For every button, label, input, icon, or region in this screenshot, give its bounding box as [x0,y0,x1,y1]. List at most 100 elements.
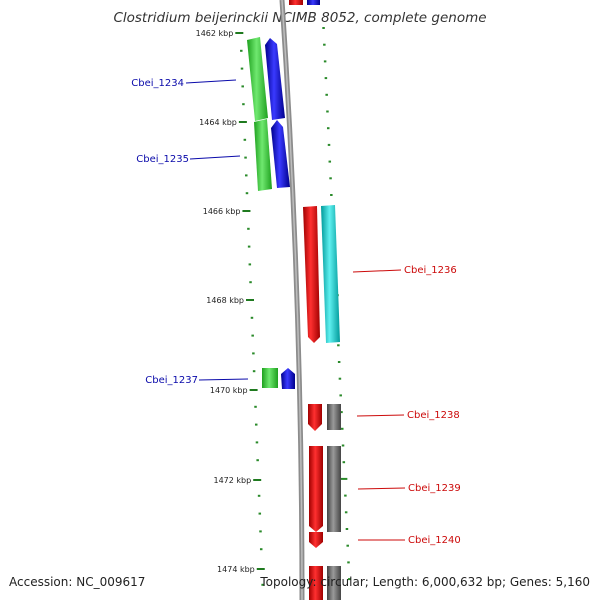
minor-tick-left [254,405,257,408]
gene-label-cbei-1234[interactable]: Cbei_1234 [131,78,184,89]
major-tick-left [235,32,244,34]
minor-tick-right [345,528,349,530]
minor-tick-right [328,160,332,163]
minor-tick-left [255,441,259,444]
leader-cbei-1236 [352,269,402,273]
minor-tick-left [252,370,256,373]
cds-cbei-1239[interactable] [309,446,323,532]
scale-tick-label: 1470 kbp [210,386,248,395]
genome-summary: Topology: circular; Length: 6,000,632 bp… [260,575,590,589]
feature-cbei-1236[interactable] [321,205,340,343]
minor-tick-right [348,578,351,581]
minor-tick-right [344,511,348,514]
leader-cbei-1237 [198,378,249,381]
minor-tick-right [344,494,347,497]
gene-arrow-cbei-1237[interactable] [281,368,295,389]
partial-grey-feature-bottom [327,566,341,600]
cds-cbei-1235[interactable] [254,119,272,191]
minor-tick-left [252,352,255,355]
major-tick-left [246,299,254,301]
cds-cbei-1240[interactable] [309,532,323,548]
minor-tick-right [347,561,350,564]
cds-cbei-1237[interactable] [262,368,278,388]
minor-tick-right [326,127,330,130]
map-title: Clostridium beijerinckii NCIMB 8052, com… [113,10,487,26]
gene-label-cbei-1238[interactable]: Cbei_1238 [407,410,460,421]
gene-arrow-cbei-1235[interactable] [271,120,290,188]
genome-backbone-highlight [281,0,303,600]
scale-tick-label: 1466 kbp [203,207,241,216]
gene-label-cbei-1236[interactable]: Cbei_1236 [404,265,457,276]
partial-reverse-feature-bottom [309,566,323,600]
gene-label-cbei-1239[interactable]: Cbei_1239 [408,483,461,494]
scale-tick-label: 1472 kbp [213,476,251,485]
minor-tick-left [261,583,264,586]
minor-tick-right [322,27,325,29]
minor-tick-right [326,110,329,113]
minor-tick-left [248,263,252,266]
minor-tick-left [241,85,244,88]
tick-labels: 1462 kbp 1464 kbp 1466 kbp 1468 kbp 1470 kbp… [196,29,255,574]
major-tick-left [249,389,258,391]
minor-tick-left [256,459,259,462]
partial-reverse-feature-top [289,0,303,5]
leader-cbei-1238 [356,414,405,417]
major-tick-left [253,479,262,481]
minor-tick-right [338,377,342,380]
minor-tick-left [245,192,249,195]
scale-tick-label: 1474 kbp [217,565,255,574]
feature-cbei-1238[interactable] [327,404,341,430]
gene-arrow-cbei-1234[interactable] [265,38,285,120]
minor-tick-left [247,245,251,248]
minor-tick-left [242,103,245,106]
cds-cbei-1238[interactable] [308,404,322,431]
minor-tick-left [251,334,254,337]
scale-tick-label: 1468 kbp [206,296,244,305]
minor-tick-left [254,423,258,426]
feature-cbei-1239[interactable] [327,446,341,532]
minor-tick-left [259,530,262,533]
cds-cbei-1234[interactable] [247,37,268,121]
genome-backbone [279,0,305,600]
minor-tick-left [250,316,254,319]
minor-tick-right [337,361,341,363]
major-tick-right [340,477,348,480]
minor-tick-right [330,194,333,196]
minor-tick-right [325,93,328,96]
minor-tick-right [341,427,344,430]
gene-label-cbei-1235[interactable]: Cbei_1235 [136,154,189,165]
cds-cbei-1236[interactable] [303,206,320,343]
minor-tick-left [245,174,248,177]
minor-tick-left [243,138,247,141]
minor-tick-right [327,143,331,146]
minor-tick-right [323,60,327,63]
minor-tick-right [339,394,342,397]
minor-tick-right [329,177,332,180]
major-tick-left [242,210,251,212]
minor-tick-right [342,461,346,464]
minor-tick-right [323,43,326,46]
minor-tick-right [346,544,349,547]
scale-tick-label: 1464 kbp [199,118,237,127]
minor-tick-right [324,77,328,80]
minor-tick-left [257,494,261,497]
minor-tick-left [259,548,263,551]
minor-tick-left [244,156,247,159]
minor-tick-right [337,344,340,347]
scale-tick-label: 1462 kbp [196,29,234,38]
minor-tick-right [340,411,343,414]
minor-tick-left [240,49,243,52]
leader-cbei-1239 [357,487,406,490]
minor-tick-left [240,67,244,70]
major-tick-left [256,568,265,570]
major-tick-left [238,121,247,123]
minor-tick-left [249,281,252,284]
minor-tick-right [341,444,345,447]
accession-text: Accession: NC_009617 [9,575,146,589]
minor-tick-left [258,512,262,515]
leader-cbei-1234 [185,79,237,84]
gene-label-cbei-1237[interactable]: Cbei_1237 [145,375,198,386]
leader-cbei-1235 [189,155,241,160]
gene-label-cbei-1240[interactable]: Cbei_1240 [408,535,461,546]
